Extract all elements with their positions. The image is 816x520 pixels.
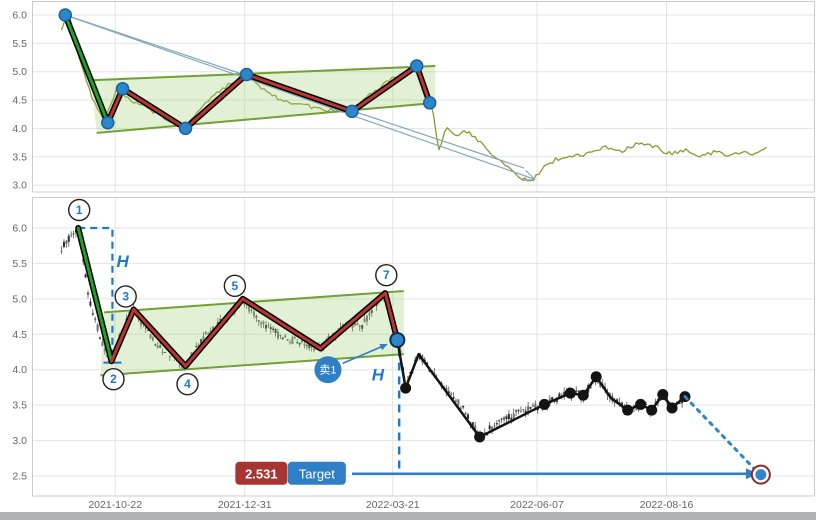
- pivot-dot: [564, 387, 576, 399]
- pivot-dot: [657, 389, 669, 401]
- svg-text:4.0: 4.0: [12, 364, 27, 376]
- gridlines: [33, 2, 814, 192]
- svg-text:5.5: 5.5: [12, 38, 27, 50]
- zigzag-vertex-dot: [178, 121, 193, 136]
- panel-border: [32, 197, 815, 497]
- sell-badge[interactable]: [314, 356, 342, 384]
- wave-label-7: 7: [375, 263, 398, 287]
- sell-arrowhead: [379, 343, 388, 351]
- pivot-dot: [622, 404, 634, 416]
- pivot-dot: [590, 371, 602, 383]
- y-axis-labels: 6.0 5.5 5.0 4.5 4.0 3.5 3.0: [12, 10, 27, 192]
- svg-text:2022-03-21: 2022-03-21: [366, 499, 420, 511]
- wave-label-5: 5: [223, 274, 247, 298]
- pivot-dot: [538, 398, 550, 410]
- svg-text:5.0: 5.0: [12, 293, 27, 305]
- svg-text:6.0: 6.0: [12, 10, 27, 22]
- pivot-dot: [666, 402, 678, 414]
- channel-line: [100, 353, 404, 377]
- wave-label-1: 1: [67, 198, 91, 222]
- svg-text:2.531: 2.531: [245, 466, 278, 481]
- zigzag-vertex-dot: [58, 8, 72, 22]
- svg-text:5.5: 5.5: [12, 258, 27, 270]
- svg-text:4.5: 4.5: [12, 95, 27, 107]
- svg-text:6.0: 6.0: [12, 223, 27, 235]
- gridlines: [33, 198, 814, 496]
- svg-text:5: 5: [232, 279, 239, 293]
- post-sell-line: [396, 339, 691, 443]
- svg-text:2022-08-16: 2022-08-16: [640, 499, 694, 511]
- target-point: [750, 464, 771, 485]
- pivot-dot: [635, 398, 647, 410]
- channel-line: [96, 101, 436, 134]
- zigzag-vertex-dot: [239, 67, 254, 82]
- scrollbar-thumb[interactable]: [0, 512, 816, 520]
- h-label-2: H: [372, 365, 385, 384]
- svg-text:3.5: 3.5: [12, 400, 27, 412]
- target-projection-line: [683, 395, 759, 474]
- wave-label-3: 3: [114, 285, 137, 308]
- target-price-badge[interactable]: 2.531: [235, 461, 288, 485]
- y-axis-labels: 6.0 5.5 5.0 4.5 4.0 3.5 3.0 2.5: [12, 223, 27, 483]
- pivot-dot: [400, 382, 412, 394]
- svg-text:3.5: 3.5: [12, 151, 27, 163]
- svg-text:Target: Target: [299, 466, 336, 481]
- zigzag-vertex-dot: [115, 81, 130, 96]
- pivot-dot: [474, 431, 486, 443]
- wave-labels: 1 2 3 4 5 7: [67, 198, 398, 396]
- svg-text:2022-06-07: 2022-06-07: [510, 499, 564, 511]
- wave-label-4: 4: [176, 372, 199, 396]
- sell-badge-label: 卖1: [319, 364, 336, 377]
- zigzag-wave: [58, 8, 437, 136]
- pivot-dot: [646, 404, 658, 416]
- svg-text:2021-12-31: 2021-12-31: [218, 499, 272, 511]
- panel-border: [32, 1, 815, 193]
- svg-text:4.5: 4.5: [12, 329, 27, 341]
- chart-scrollbar[interactable]: [0, 512, 816, 520]
- svg-text:5.0: 5.0: [12, 66, 27, 78]
- channel-line: [91, 65, 436, 82]
- channel-line: [104, 290, 404, 314]
- h-label-1: H: [116, 252, 129, 271]
- target-row: 2.531 Target: [235, 461, 771, 485]
- x-axis-labels: 2021-10-22 2021-12-31 2022-03-21 2022-06-07…: [88, 499, 693, 511]
- zigzag-vertex-dot: [410, 59, 424, 73]
- zigzag-vertex-dot: [101, 115, 115, 130]
- svg-text:2021-10-22: 2021-10-22: [88, 499, 142, 511]
- pivot-dot: [577, 389, 589, 401]
- svg-text:3.0: 3.0: [12, 180, 27, 192]
- svg-text:1: 1: [76, 203, 83, 217]
- svg-text:2: 2: [110, 372, 117, 386]
- panel-divider: [0, 194, 816, 196]
- svg-text:4: 4: [184, 377, 191, 391]
- overview-chart[interactable]: 6.0 5.5 5.0 4.5 4.0 3.5 3.0: [0, 0, 816, 194]
- sell-point-dot: [389, 331, 406, 348]
- zigzag-vertex-dot: [422, 96, 437, 110]
- zigzag-vertex-dot: [345, 104, 359, 119]
- svg-text:4.0: 4.0: [12, 123, 27, 135]
- target-label-badge[interactable]: Target: [287, 461, 346, 485]
- wave-label-2: 2: [102, 368, 125, 391]
- channel-fill: [91, 66, 436, 133]
- svg-text:3: 3: [122, 289, 129, 303]
- zigzag-wave: [75, 225, 401, 370]
- sell-signal[interactable]: 卖1: [314, 331, 406, 384]
- svg-text:3.0: 3.0: [12, 435, 27, 447]
- svg-text:2.5: 2.5: [12, 470, 27, 482]
- svg-text:7: 7: [383, 268, 390, 282]
